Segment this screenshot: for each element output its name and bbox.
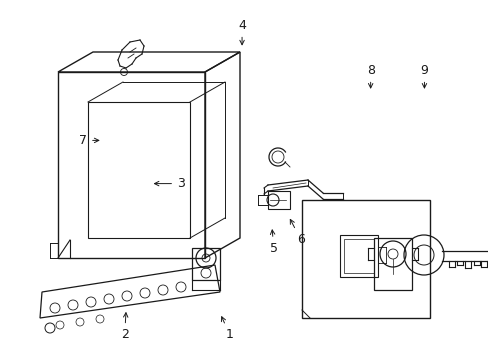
Text: 2: 2	[121, 313, 128, 341]
Text: 5: 5	[269, 230, 277, 255]
Text: 4: 4	[238, 19, 245, 45]
Text: 3: 3	[154, 177, 184, 190]
Text: 1: 1	[221, 317, 233, 341]
Text: 7: 7	[79, 134, 99, 147]
Text: 8: 8	[366, 64, 374, 88]
Text: 9: 9	[420, 64, 427, 88]
Text: 6: 6	[290, 220, 304, 246]
